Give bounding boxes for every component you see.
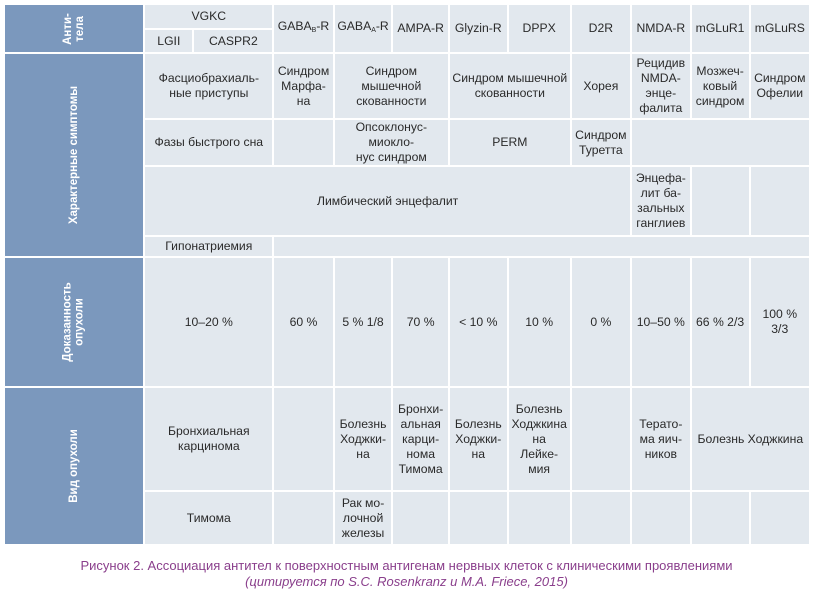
symptom-gabaa-ampa-2: Опсоклонус-миокло- нус синдром: [334, 120, 448, 165]
evidence-mglurs: 100 % 3/3: [750, 258, 809, 386]
antibody-association-table: Анти- тела VGKC GABAB-R GABAA-R AMPA-R G…: [3, 3, 813, 546]
symptom-glyzin-dppx-1: Синдром мышечной скованности: [449, 54, 570, 118]
evidence-vgkc: 10–20 %: [145, 258, 273, 386]
evidence-gabab: 60 %: [274, 258, 333, 386]
tumor-d2r-1: [571, 388, 631, 490]
symptom-nmda-3: [691, 167, 749, 235]
symptom-empty-4: [274, 237, 809, 256]
header-dppx: DPPX: [508, 5, 570, 52]
tumor-d2r-2: [571, 492, 631, 544]
header-mglurs: mGLuRS: [750, 5, 809, 52]
evidence-d2r: 0 %: [571, 258, 631, 386]
tumor-ampa-2: [393, 492, 448, 544]
side-header-tumor-evidence: Доказанность опухоли: [5, 258, 144, 386]
tumor-vgkc-2: Тимома: [145, 492, 273, 544]
evidence-dppx: 10 %: [508, 258, 570, 386]
side-header-symptoms: Характерные симптомы: [5, 54, 144, 256]
symptom-hyponatremia: Гипонатриемия: [145, 237, 273, 256]
tumor-gabaa-2: Рак мо- лочной железы: [334, 492, 392, 544]
header-lgi1: LGII: [145, 30, 193, 52]
tumor-nmda-1: Терато- ма яич- ников: [632, 388, 690, 490]
symptom-d2r-1: Хорея: [571, 54, 631, 118]
symptom-nmda-1: Рецидив NMDA- энце- фалита: [632, 54, 690, 118]
header-gabab: GABAB-R: [274, 5, 333, 52]
symptom-d2r-3: Энцефа- лит ба- зальных ганглиев: [632, 167, 690, 235]
side-header-antibodies: Анти- тела: [5, 5, 144, 52]
header-glyzin: Glyzin-R: [449, 5, 507, 52]
figure-caption: Рисунок 2. Ассоциация антител к поверхно…: [0, 558, 813, 590]
tumor-mglurs-2: [750, 492, 809, 544]
caption-source: (цитируется по S.C. Rosenkranz и M.A. Fr…: [245, 574, 568, 589]
evidence-nmda: 10–50 %: [632, 258, 690, 386]
header-gabaa: GABAA-R: [334, 5, 392, 52]
symptom-gabaa-ampa-1: Синдром мышечной скованности: [334, 54, 448, 118]
evidence-glyzin: < 10 %: [449, 258, 507, 386]
caption-title: Рисунок 2. Ассоциация антител к поверхно…: [80, 558, 733, 573]
tumor-mglur1-2: [691, 492, 749, 544]
symptom-empty-2: [632, 120, 809, 165]
tumor-dppx-2: [508, 492, 570, 544]
symptom-limbic-encephalitis: Лимбический энцефалит: [145, 167, 631, 235]
symptom-vgkc-1: Фасциобрахиаль- ные приступы: [145, 54, 273, 118]
tumor-vgkc-1: Бронхиальная карцинома: [145, 388, 273, 490]
evidence-mglur1: 66 % 2/3: [691, 258, 749, 386]
symptom-mglur1-3: [750, 167, 809, 235]
header-caspr2: CASPR2: [194, 30, 273, 52]
tumor-glyzin-1: Болезнь Ходжки- на: [449, 388, 507, 490]
side-header-tumor-type: Вид опухоли: [5, 388, 144, 544]
symptom-gabab-1: Синдром Марфа- на: [274, 54, 333, 118]
tumor-nmda-2: [632, 492, 690, 544]
symptom-glyzin-dppx-2: PERM: [449, 120, 570, 165]
header-ampa: AMPA-R: [393, 5, 448, 52]
header-mglur1: mGLuR1: [691, 5, 749, 52]
tumor-mglur-1: Болезнь Ходжкина: [691, 388, 809, 490]
evidence-ampa: 70 %: [393, 258, 448, 386]
tumor-gabab-1: [274, 388, 333, 490]
header-nmda: NMDA-R: [632, 5, 690, 52]
evidence-gabaa: 5 % 1/8: [334, 258, 392, 386]
symptom-mglur1-1: Мозжеч- ковый синдром: [691, 54, 749, 118]
tumor-dppx-1: Болезнь Ходжкина на Лейке- мия: [508, 388, 570, 490]
symptom-d2r-2: Синдром Туретта: [571, 120, 631, 165]
symptom-vgkc-2: Фазы быстрого сна: [145, 120, 273, 165]
symptom-mglurs-1: Синдром Офелии: [750, 54, 809, 118]
tumor-gabab-2: [274, 492, 333, 544]
tumor-gabaa-1: Болезнь Ходжки- на: [334, 388, 392, 490]
tumor-glyzin-2: [449, 492, 507, 544]
tumor-ampa-1: Бронхи- альная карци- нома Тимома: [393, 388, 448, 490]
symptom-gabab-2: [274, 120, 333, 165]
header-vgkc: VGKC: [145, 5, 273, 28]
header-d2r: D2R: [571, 5, 631, 52]
